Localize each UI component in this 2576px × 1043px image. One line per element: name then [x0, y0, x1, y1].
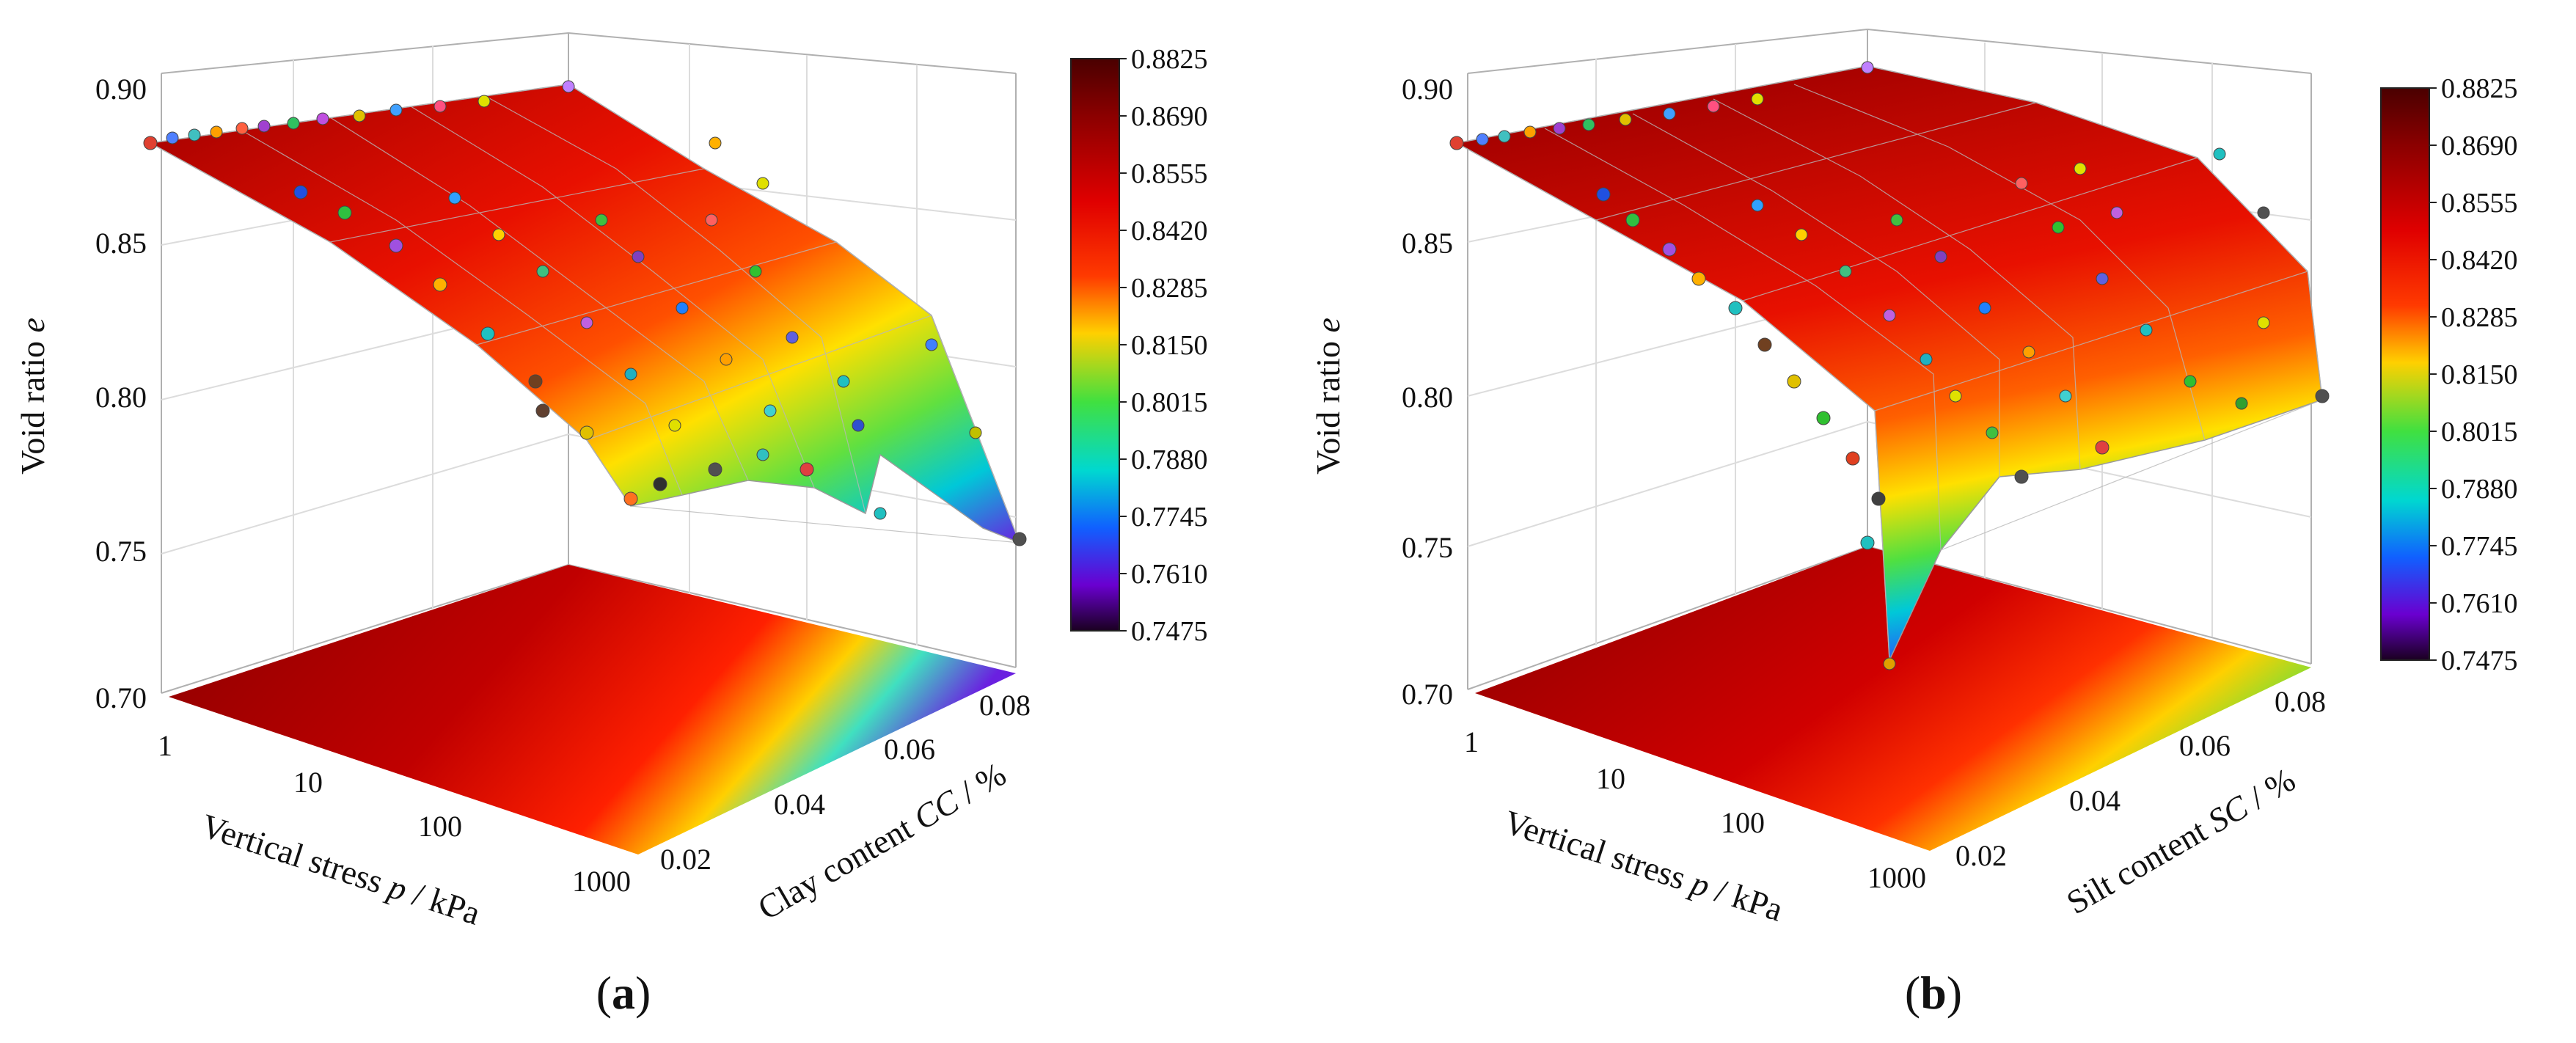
colorbar-a: 0.8825 0.8690 0.8555 0.8420 0.8285 0.8150 0.80… — [1070, 44, 1208, 647]
z-tick-label: 0.02 — [660, 843, 711, 876]
x-tick-label: 10 — [1596, 762, 1625, 795]
y-tick-label: 0.80 — [95, 381, 147, 414]
colorbar-tick-label: 0.8555 — [2441, 188, 2518, 219]
data-markers-b — [1449, 61, 2330, 670]
y-tick-label: 0.90 — [1402, 73, 1453, 106]
floor-contour-b — [1475, 546, 2311, 851]
y-tick-label: 0.70 — [1402, 678, 1453, 711]
colorbar-tick-label: 0.8420 — [1131, 216, 1208, 246]
x-tick-label: 100 — [418, 810, 462, 843]
colorbar-tick-label: 0.7880 — [1131, 444, 1208, 475]
x-tick-label: 1000 — [572, 865, 631, 898]
colorbar-tick-label: 0.8690 — [1131, 101, 1208, 132]
x-tick-label: 1000 — [1867, 861, 1926, 894]
surface-mesh-b — [1456, 65, 2323, 661]
colorbar-tick-label: 0.8420 — [2441, 245, 2518, 276]
colorbar-tick-label: 0.8285 — [1131, 273, 1208, 304]
y-tick-label: 0.75 — [1402, 531, 1453, 564]
y-tick-label: 0.85 — [1402, 227, 1453, 260]
z-tick-label: 0.08 — [2275, 685, 2326, 718]
y-tick-label: 0.90 — [95, 73, 147, 106]
colorbar-tick-label: 0.7880 — [2441, 474, 2518, 505]
x-tick-label: 100 — [1721, 806, 1765, 839]
z-tick-label: 0.04 — [2069, 784, 2121, 817]
colorbar-tick-label: 0.8690 — [2441, 131, 2518, 161]
colorbar-tick-label: 0.8825 — [2441, 73, 2518, 104]
y-axis-label: Void ratio e — [1309, 318, 1347, 475]
z-tick-label: 0.04 — [774, 788, 825, 821]
floor-contour-a — [169, 565, 1016, 854]
chart-panel-a: 0.90 0.85 0.80 0.75 0.70 Void ratio e 1 … — [14, 32, 1208, 1019]
colorbar-gradient — [1070, 58, 1120, 632]
x-tick-label: 1 — [1464, 725, 1479, 758]
y-tick-label: 0.70 — [95, 681, 147, 714]
colorbar-tick-label: 0.8825 — [1131, 44, 1208, 75]
colorbar-tick-label: 0.8015 — [2441, 417, 2518, 447]
colorbar-tick-label: 0.7475 — [1131, 616, 1208, 647]
z-tick-label: 0.06 — [884, 733, 935, 766]
y-tick-label: 0.75 — [95, 535, 147, 568]
colorbar-tick-label: 0.8285 — [2441, 302, 2518, 333]
colorbar-ticks-b: 0.8825 0.8690 0.8555 0.8420 0.8285 0.8150 0.80… — [2429, 73, 2518, 676]
data-markers-a — [143, 80, 1027, 546]
y-tick-label: 0.80 — [1402, 381, 1453, 414]
colorbar-gradient — [2380, 87, 2430, 661]
colorbar-tick-label: 0.7745 — [2441, 531, 2518, 562]
surface-b — [1455, 65, 2323, 661]
colorbar-b: 0.8825 0.8690 0.8555 0.8420 0.8285 0.8150 0.80… — [2380, 73, 2518, 676]
colorbar-tick-label: 0.8555 — [1131, 158, 1208, 189]
z-tick-label: 0.06 — [2179, 729, 2231, 762]
colorbar-tick-label: 0.7475 — [2441, 645, 2518, 676]
y-axis-label: Void ratio e — [14, 318, 51, 475]
chart-svg-b: 0.90 0.85 0.80 0.75 0.70 Void ratio e 1 … — [1309, 29, 2518, 1019]
colorbar-tick-label: 0.7745 — [1131, 502, 1208, 533]
panel-caption-a: (a) — [596, 967, 651, 1019]
colorbar-tick-label: 0.7610 — [1131, 559, 1208, 590]
z-tick-label: 0.02 — [1955, 839, 2007, 872]
colorbar-tick-label: 0.8150 — [1131, 330, 1208, 361]
z-tick-label: 0.08 — [979, 689, 1031, 722]
colorbar-tick-label: 0.8150 — [2441, 359, 2518, 390]
chart-svg-a: 0.90 0.85 0.80 0.75 0.70 Void ratio e 1 … — [14, 32, 1208, 1019]
panel-caption-b: (b) — [1905, 967, 1962, 1019]
chart-panel-b: 0.90 0.85 0.80 0.75 0.70 Void ratio e 1 … — [1288, 0, 2576, 1043]
y-tick-label: 0.85 — [95, 227, 147, 260]
y-axis-b: 0.90 0.85 0.80 0.75 0.70 Void ratio e — [1309, 73, 1453, 711]
colorbar-tick-label: 0.8015 — [1131, 387, 1208, 418]
axes-frame-b — [1467, 29, 2312, 690]
colorbar-ticks-a: 0.8825 0.8690 0.8555 0.8420 0.8285 0.8150 0.80… — [1119, 44, 1208, 647]
y-axis-a: 0.90 0.85 0.80 0.75 0.70 Void ratio e — [14, 73, 147, 714]
x-tick-label: 10 — [293, 766, 323, 799]
x-tick-label: 1 — [158, 729, 172, 762]
colorbar-tick-label: 0.7610 — [2441, 588, 2518, 619]
